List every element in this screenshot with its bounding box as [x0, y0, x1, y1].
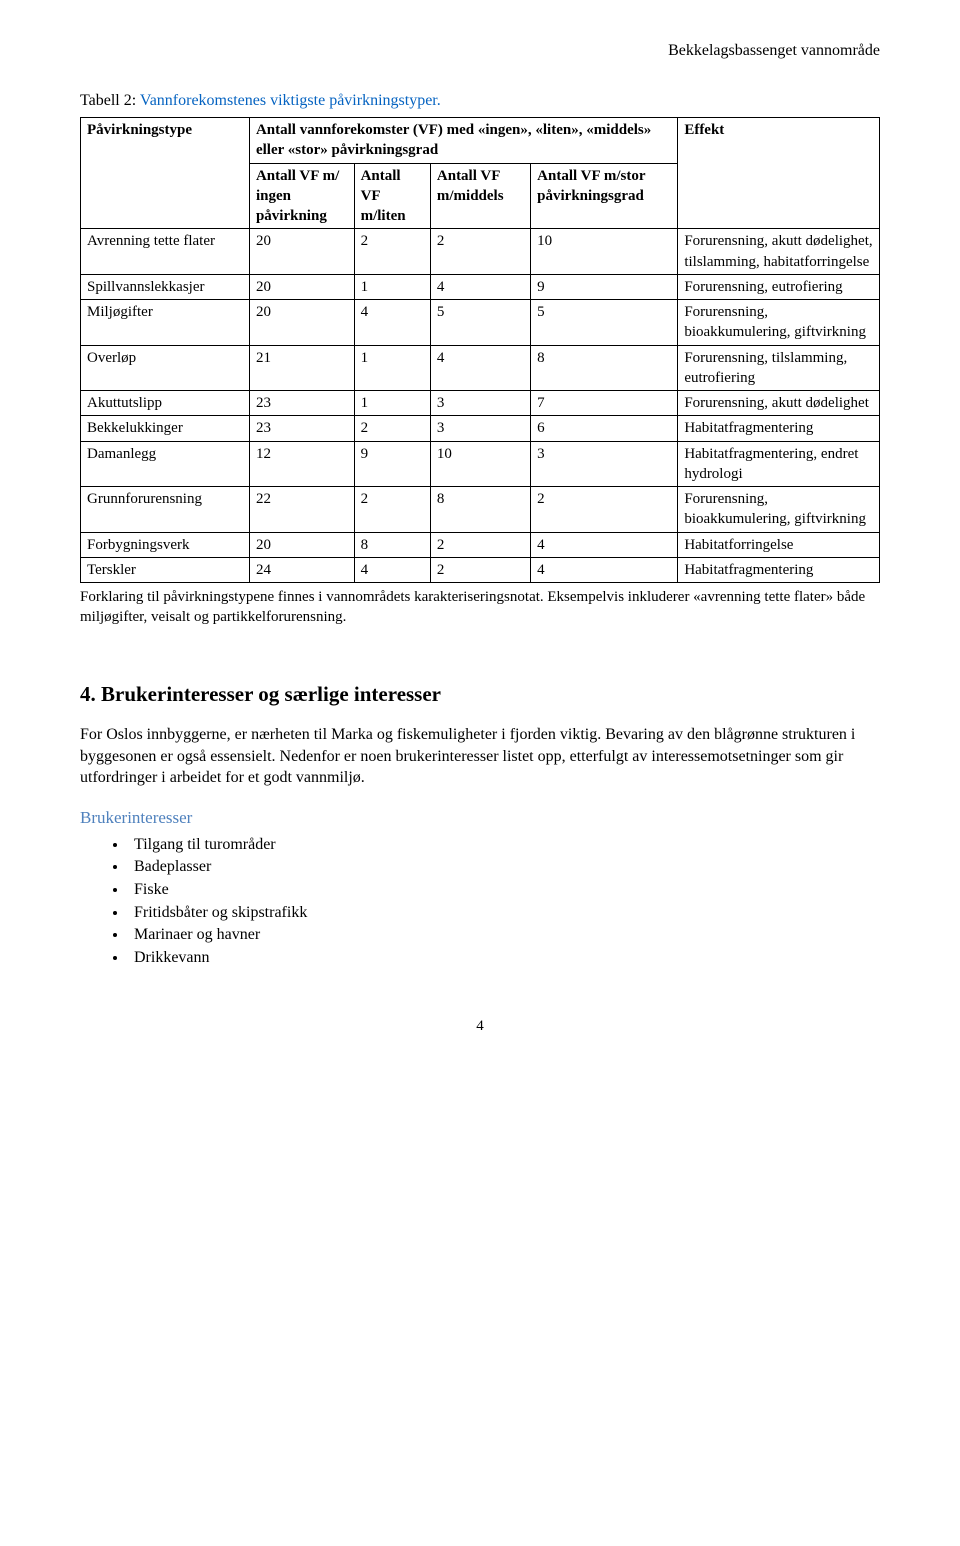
- row-val: 10: [430, 441, 530, 487]
- row-val: 20: [249, 274, 354, 299]
- row-effect: Forurensning, bioakkumulering, giftvirkn…: [678, 487, 880, 533]
- row-val: 2: [354, 229, 430, 275]
- row-val: 2: [354, 487, 430, 533]
- col-head-sub3: Antall VF m/middels: [430, 163, 530, 229]
- caption-prefix: Tabell 2:: [80, 92, 140, 109]
- body-paragraph: For Oslos innbyggerne, er nærheten til M…: [80, 724, 880, 789]
- row-val: 12: [249, 441, 354, 487]
- impact-table: Påvirkningstype Antall vannforekomster (…: [80, 117, 880, 583]
- row-val: 4: [430, 345, 530, 391]
- row-val: 8: [354, 532, 430, 557]
- list-item: Tilgang til turområder: [128, 834, 880, 856]
- row-val: 4: [354, 300, 430, 346]
- row-effect: Forurensning, akutt dødelighet, tilslamm…: [678, 229, 880, 275]
- list-item: Badeplasser: [128, 856, 880, 878]
- row-val: 2: [531, 487, 678, 533]
- row-val: 4: [531, 532, 678, 557]
- col-head-sub2: Antall VF m/liten: [354, 163, 430, 229]
- row-val: 21: [249, 345, 354, 391]
- col-head-sub4: Antall VF m/stor påvirkningsgrad: [531, 163, 678, 229]
- row-name: Miljøgifter: [81, 300, 250, 346]
- col-head-type: Påvirkningstype: [81, 118, 250, 229]
- table-row: Miljøgifter 20 4 5 5 Forurensning, bioak…: [81, 300, 880, 346]
- row-name: Terskler: [81, 557, 250, 582]
- row-val: 5: [430, 300, 530, 346]
- list-item: Fiske: [128, 879, 880, 901]
- row-val: 2: [354, 416, 430, 441]
- row-val: 1: [354, 391, 430, 416]
- row-val: 8: [430, 487, 530, 533]
- subheading: Brukerinteresser: [80, 807, 880, 830]
- row-val: 3: [430, 391, 530, 416]
- table-caption: Tabell 2: Vannforekomstenes viktigste på…: [80, 90, 880, 112]
- table-row: Damanlegg 12 9 10 3 Habitatfragmentering…: [81, 441, 880, 487]
- list-item: Drikkevann: [128, 947, 880, 969]
- table-footnote: Forklaring til påvirkningstypene finnes …: [80, 587, 880, 628]
- row-val: 22: [249, 487, 354, 533]
- table-row: Bekkelukkinger 23 2 3 6 Habitatfragmente…: [81, 416, 880, 441]
- row-val: 2: [430, 229, 530, 275]
- row-val: 23: [249, 391, 354, 416]
- row-val: 24: [249, 557, 354, 582]
- table-row: Akuttutslipp 23 1 3 7 Forurensning, akut…: [81, 391, 880, 416]
- running-header: Bekkelagsbassenget vannområde: [80, 40, 880, 62]
- caption-link[interactable]: Vannforekomstenes viktigste påvirkningst…: [140, 92, 441, 109]
- row-name: Spillvannslekkasjer: [81, 274, 250, 299]
- row-val: 6: [531, 416, 678, 441]
- row-val: 1: [354, 274, 430, 299]
- table-row: Spillvannslekkasjer 20 1 4 9 Forurensnin…: [81, 274, 880, 299]
- row-effect: Habitatforringelse: [678, 532, 880, 557]
- row-val: 4: [354, 557, 430, 582]
- list-item: Marinaer og havner: [128, 924, 880, 946]
- row-val: 9: [531, 274, 678, 299]
- row-val: 3: [531, 441, 678, 487]
- row-name: Damanlegg: [81, 441, 250, 487]
- row-effect: Forurensning, akutt dødelighet: [678, 391, 880, 416]
- row-effect: Habitatfragmentering: [678, 416, 880, 441]
- row-val: 23: [249, 416, 354, 441]
- table-row: Avrenning tette flater 20 2 2 10 Foruren…: [81, 229, 880, 275]
- row-val: 2: [430, 532, 530, 557]
- table-header-row-1: Påvirkningstype Antall vannforekomster (…: [81, 118, 880, 164]
- row-name: Grunnforurensning: [81, 487, 250, 533]
- row-val: 1: [354, 345, 430, 391]
- bullet-list: Tilgang til turområder Badeplasser Fiske…: [80, 834, 880, 969]
- col-head-effect: Effekt: [678, 118, 880, 229]
- row-name: Forbygningsverk: [81, 532, 250, 557]
- col-head-sub1: Antall VF m/ ingen påvirkning: [249, 163, 354, 229]
- table-row: Grunnforurensning 22 2 8 2 Forurensning,…: [81, 487, 880, 533]
- row-val: 3: [430, 416, 530, 441]
- row-val: 5: [531, 300, 678, 346]
- row-val: 2: [430, 557, 530, 582]
- row-name: Akuttutslipp: [81, 391, 250, 416]
- row-val: 7: [531, 391, 678, 416]
- row-name: Avrenning tette flater: [81, 229, 250, 275]
- row-effect: Forurensning, tilslamming, eutrofiering: [678, 345, 880, 391]
- row-effect: Habitatfragmentering, endret hydrologi: [678, 441, 880, 487]
- row-effect: Forurensning, bioakkumulering, giftvirkn…: [678, 300, 880, 346]
- row-val: 8: [531, 345, 678, 391]
- row-val: 20: [249, 300, 354, 346]
- section-heading: 4. Brukerinteresser og særlige interesse…: [80, 680, 880, 708]
- row-val: 9: [354, 441, 430, 487]
- row-effect: Forurensning, eutrofiering: [678, 274, 880, 299]
- table-row: Terskler 24 4 2 4 Habitatfragmentering: [81, 557, 880, 582]
- row-val: 20: [249, 229, 354, 275]
- row-val: 10: [531, 229, 678, 275]
- row-name: Bekkelukkinger: [81, 416, 250, 441]
- page-number: 4: [80, 1016, 880, 1036]
- row-name: Overløp: [81, 345, 250, 391]
- row-val: 4: [531, 557, 678, 582]
- table-row: Overløp 21 1 4 8 Forurensning, tilslammi…: [81, 345, 880, 391]
- row-effect: Habitatfragmentering: [678, 557, 880, 582]
- row-val: 4: [430, 274, 530, 299]
- row-val: 20: [249, 532, 354, 557]
- col-head-group: Antall vannforekomster (VF) med «ingen»,…: [249, 118, 677, 164]
- table-row: Forbygningsverk 20 8 2 4 Habitatforringe…: [81, 532, 880, 557]
- list-item: Fritidsbåter og skipstrafikk: [128, 902, 880, 924]
